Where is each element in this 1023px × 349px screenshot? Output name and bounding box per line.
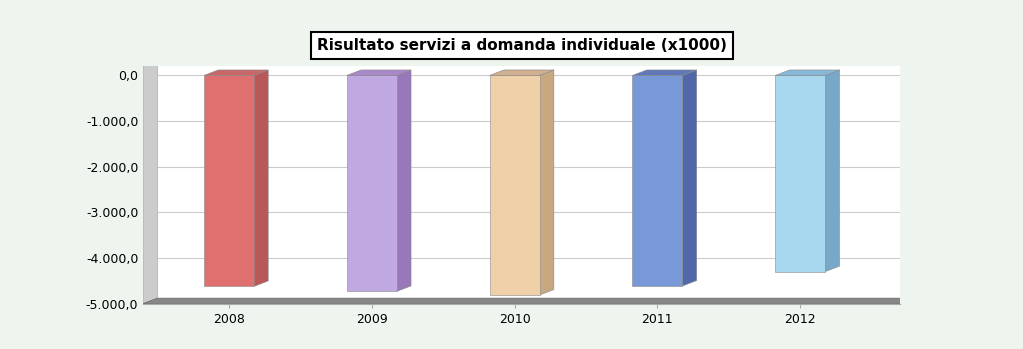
Polygon shape <box>490 75 539 295</box>
Polygon shape <box>826 70 840 272</box>
Polygon shape <box>632 70 697 75</box>
Polygon shape <box>632 75 682 286</box>
Title: Risultato servizi a domanda individuale (x1000): Risultato servizi a domanda individuale … <box>317 38 726 53</box>
Polygon shape <box>143 298 915 304</box>
Polygon shape <box>254 70 268 287</box>
Polygon shape <box>775 70 840 75</box>
Polygon shape <box>397 70 411 291</box>
Polygon shape <box>775 75 826 272</box>
Polygon shape <box>539 70 553 295</box>
Polygon shape <box>204 70 268 75</box>
Polygon shape <box>347 70 411 75</box>
Polygon shape <box>682 70 697 286</box>
Polygon shape <box>490 70 553 75</box>
Polygon shape <box>143 61 158 304</box>
Polygon shape <box>204 75 254 287</box>
Polygon shape <box>347 75 397 291</box>
